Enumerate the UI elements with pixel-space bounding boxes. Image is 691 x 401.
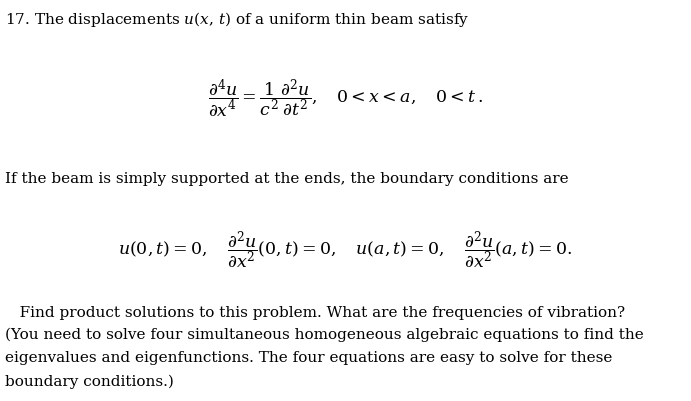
Text: Find product solutions to this problem. What are the frequencies of vibration?: Find product solutions to this problem. … <box>5 306 625 320</box>
Text: eigenvalues and eigenfunctions. The four equations are easy to solve for these: eigenvalues and eigenfunctions. The four… <box>5 350 612 364</box>
Text: boundary conditions.): boundary conditions.) <box>5 373 173 388</box>
Text: (You need to solve four simultaneous homogeneous algebraic equations to find the: (You need to solve four simultaneous hom… <box>5 327 643 341</box>
Text: $\dfrac{\partial^4 u}{\partial x^4} = \dfrac{1}{c^2}\dfrac{\partial^2 u}{\partia: $\dfrac{\partial^4 u}{\partial x^4} = \d… <box>208 77 483 119</box>
Text: If the beam is simply supported at the ends, the boundary conditions are: If the beam is simply supported at the e… <box>5 172 569 186</box>
Text: 17. The displacements $u(x,\, t)$ of a uniform thin beam satisfy: 17. The displacements $u(x,\, t)$ of a u… <box>5 10 469 29</box>
Text: $u(0,t) = 0, \quad \dfrac{\partial^2 u}{\partial x^2}(0,t) = 0, \quad u(a,t) = 0: $u(0,t) = 0, \quad \dfrac{\partial^2 u}{… <box>118 230 573 271</box>
